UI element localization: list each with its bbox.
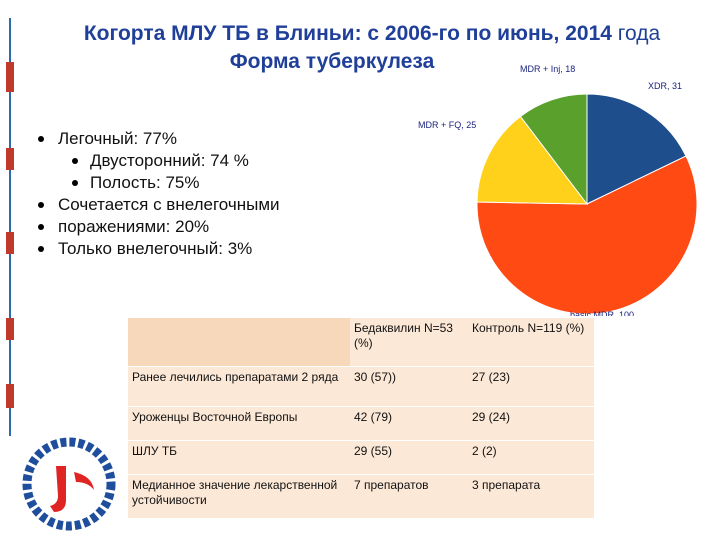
table-cell-control: 27 (23) — [468, 366, 594, 407]
left-accent-mark — [6, 384, 14, 408]
bullet-text: Полость: 75% — [90, 173, 200, 192]
table-cell-label: Медианное значение лекарственной устойчи… — [128, 474, 350, 519]
table-cell-label: Ранее лечились препаратами 2 ряда — [128, 366, 350, 407]
pie-label-2: MDR + FQ, 25 — [418, 120, 476, 130]
bullet-dot-icon — [38, 246, 44, 252]
bullet-text: Сочетается с внелегочными — [58, 195, 280, 214]
left-accent-mark — [6, 318, 14, 340]
bullet-text: Легочный: 77% — [58, 129, 177, 148]
pie-slice-1 — [476, 155, 698, 315]
bullet-list: Легочный: 77% Двусторонний: 74 % Полость… — [36, 128, 280, 260]
bullet-item: Легочный: 77% — [36, 128, 280, 150]
bullet-dot-icon — [38, 136, 44, 142]
table-header-blank — [128, 318, 350, 367]
table-row: Ранее лечились препаратами 2 ряда 30 (57… — [128, 366, 594, 407]
bullet-text: Только внелегочный: 3% — [58, 239, 253, 258]
slide-subtitle: Форма туберкулеза — [229, 50, 435, 73]
table-cell-control: 2 (2) — [468, 440, 594, 475]
drug-resistance-pie-chart: XDR, 31 basic MDR, 100 MDR + FQ, 25 MDR + I… — [418, 64, 698, 316]
table-header-bedaquiline: Бедаквилин N=53 (%) — [350, 318, 468, 367]
pie-label-1: basic MDR, 100 — [570, 310, 634, 316]
table-header-control: Контроль N=119 (%) — [468, 318, 594, 367]
table-header-row: Бедаквилин N=53 (%) Контроль N=119 (%) — [128, 318, 594, 367]
bullet-item: Только внелегочный: 3% — [36, 238, 280, 260]
table-cell-control: 3 препарата — [468, 474, 594, 519]
table-cell-label: Уроженцы Восточной Европы — [128, 406, 350, 441]
bullet-item: Сочетается с внелегочными — [36, 194, 280, 216]
pie-label-0: XDR, 31 — [648, 81, 682, 91]
left-accent-mark — [6, 232, 14, 254]
pie-label-3: MDR + Inj, 18 — [520, 64, 575, 74]
table-row: Медианное значение лекарственной устойчи… — [128, 474, 594, 519]
pie-slice-0 — [586, 93, 687, 205]
left-accent-rule — [9, 18, 11, 436]
table-cell-bedaquiline: 42 (79) — [350, 406, 468, 441]
left-accent-mark — [6, 148, 14, 170]
slide-title-main: Когорта МЛУ ТБ в Блиньи: с 2006-го по ию… — [83, 22, 612, 45]
pie-slice-2 — [476, 115, 589, 205]
table-cell-control: 29 (24) — [468, 406, 594, 441]
organization-emblem-icon — [22, 437, 116, 531]
table-cell-bedaquiline: 29 (55) — [350, 440, 468, 475]
slide-title-tail: года — [617, 22, 661, 45]
left-accent-mark — [6, 62, 14, 92]
table-cell-bedaquiline: 7 препаратов — [350, 474, 468, 519]
comparison-table: Бедаквилин N=53 (%) Контроль N=119 (%) Р… — [128, 318, 594, 519]
pie-slice-3 — [519, 93, 588, 206]
bullet-dot-icon — [38, 202, 44, 208]
bullet-text: поражениями: 20% — [58, 217, 210, 236]
slide-title: Когорта МЛУ ТБ в Блиньи: с 2006-го по ию… — [32, 22, 712, 46]
bullet-dot-icon — [72, 180, 78, 186]
bullet-dot-icon — [38, 224, 44, 230]
bullet-subitem: Полость: 75% — [36, 172, 280, 194]
table-cell-bedaquiline: 30 (57)) — [350, 366, 468, 407]
bullet-text: Двусторонний: 74 % — [90, 151, 249, 170]
bullet-item: поражениями: 20% — [36, 216, 280, 238]
table-row: Уроженцы Восточной Европы 42 (79) 29 (24… — [128, 406, 594, 441]
bullet-subitem: Двусторонний: 74 % — [36, 150, 280, 172]
table-cell-label: ШЛУ ТБ — [128, 440, 350, 475]
table-row: ШЛУ ТБ 29 (55) 2 (2) — [128, 440, 594, 475]
bullet-dot-icon — [72, 158, 78, 164]
